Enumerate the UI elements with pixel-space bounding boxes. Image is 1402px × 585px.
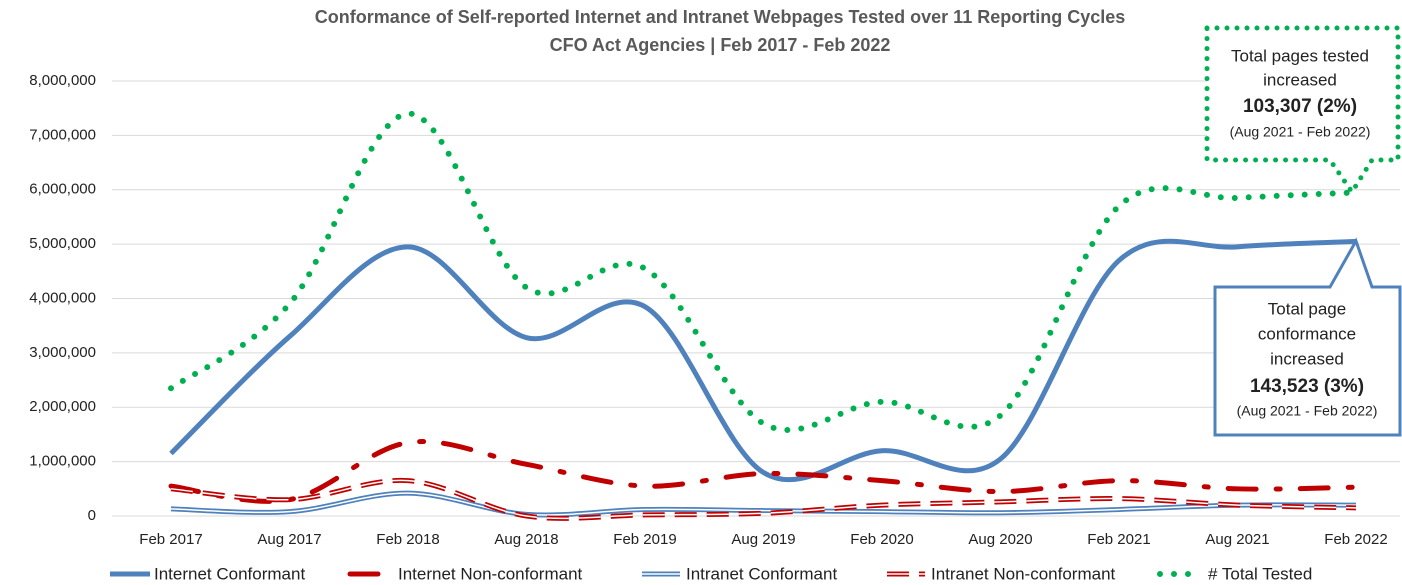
y-tick-label: 1,000,000: [29, 453, 96, 470]
series-line: [170, 492, 1357, 516]
lines: [168, 110, 1359, 521]
legend-label: Internet Non-conformant: [398, 564, 583, 583]
x-tick-label: Feb 2022: [1324, 531, 1387, 548]
annotations: Total pages tested increased 103,307 (2%) (…: [1230, 46, 1378, 418]
annotation-text: conformance: [1258, 324, 1356, 343]
series-line: [168, 439, 1359, 504]
annotation-text: (Aug 2021 - Feb 2022): [1237, 403, 1378, 419]
chart-subtitle: CFO Act Agencies | Feb 2017 - Feb 2022: [550, 35, 891, 55]
y-tick-label: 7,000,000: [29, 126, 96, 143]
x-tick-label: Feb 2021: [1087, 531, 1150, 548]
callout-box: [1213, 237, 1402, 437]
grid: 0 1,000,000 2,000,000 3,000,000 4,000,000 5,0…: [29, 72, 1400, 548]
series-line: [168, 110, 1359, 433]
y-tick-label: 8,000,000: [29, 72, 96, 89]
series-line: [170, 490, 1357, 518]
x-tick-label: Feb 2020: [850, 531, 913, 548]
x-tick-label: Aug 2018: [494, 531, 558, 548]
series-line: [170, 479, 1357, 520]
y-tick-label: 6,000,000: [29, 181, 96, 198]
annotation-text: Total page: [1268, 299, 1346, 318]
x-tick-label: Feb 2017: [139, 531, 202, 548]
series-line: [169, 238, 1357, 483]
legend-label: # Total Tested: [1208, 564, 1312, 583]
annotation-text: increased: [1263, 70, 1337, 89]
chart-title: Conformance of Self-reported Internet an…: [315, 7, 1126, 27]
legend-label: Internet Conformant: [154, 564, 305, 583]
y-tick-label: 5,000,000: [29, 235, 96, 252]
legend: Internet Conformant Internet Non-conforma…: [110, 564, 1312, 583]
y-tick-label: 0: [88, 507, 96, 524]
x-tick-label: Feb 2018: [376, 531, 439, 548]
callout-box: [1204, 25, 1401, 197]
annotation-text: (Aug 2021 - Feb 2022): [1230, 124, 1371, 140]
annotation-text: Total pages tested: [1231, 46, 1369, 65]
annotation-text: 103,307 (2%): [1243, 96, 1357, 117]
y-tick-label: 3,000,000: [29, 344, 96, 361]
x-tick-label: Aug 2021: [1205, 531, 1269, 548]
legend-label: Intranet Conformant: [686, 564, 837, 583]
x-tick-label: Feb 2019: [613, 531, 676, 548]
y-tick-label: 4,000,000: [29, 289, 96, 306]
x-tick-label: Aug 2020: [968, 531, 1032, 548]
annotation-text: increased: [1270, 349, 1344, 368]
x-tick-label: Aug 2019: [731, 531, 795, 548]
legend-label: Intranet Non-conformant: [931, 564, 1116, 583]
y-tick-label: 2,000,000: [29, 398, 96, 415]
annotation-text: 143,523 (3%): [1250, 376, 1364, 397]
x-tick-label: Aug 2017: [257, 531, 321, 548]
